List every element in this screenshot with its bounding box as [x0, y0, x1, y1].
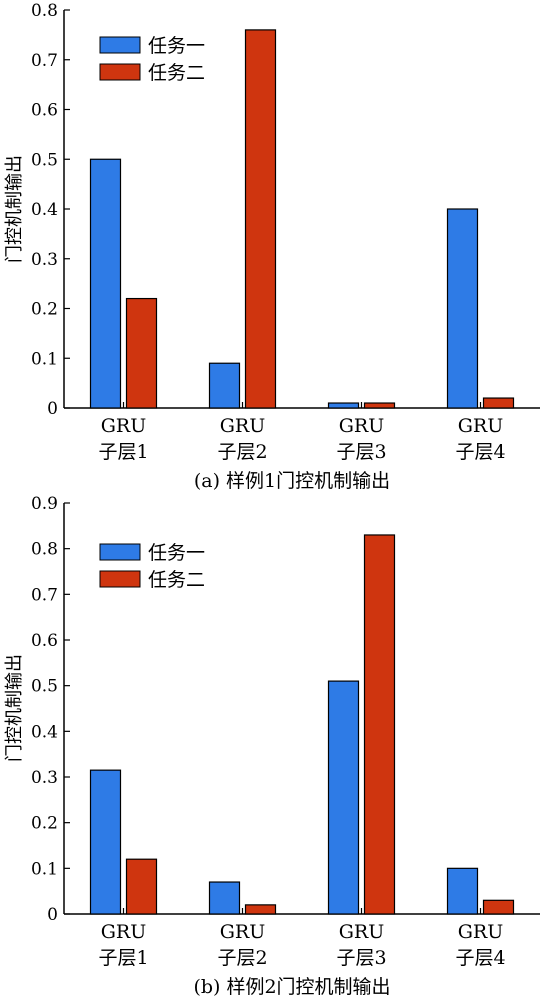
legend-swatch-task2: [99, 570, 141, 588]
x-category-label-line1: GRU: [458, 921, 504, 943]
bar-task1: [327, 680, 360, 915]
legend-label-task2: 任务二: [148, 62, 205, 84]
x-category-label-line1: GRU: [220, 921, 266, 943]
x-category-label-line2: 子层3: [336, 947, 386, 969]
y-axis-label: 门控机制输出: [4, 155, 25, 263]
bar-task2: [482, 397, 515, 409]
chart-panel-b: 0 0.1 0.2 0.3 0.4 0.5 0.6 0.7 0.8 0.9 门控机制输出 GRU 子层1…: [4, 494, 540, 998]
y-axis-label: 门控机制输出: [4, 654, 25, 762]
bar-task1: [446, 208, 479, 409]
legend-swatch-task1: [99, 543, 141, 561]
y-tick-label: 0.2: [31, 814, 58, 834]
bar-task1: [89, 158, 122, 409]
bar-task2: [482, 899, 515, 915]
bar-task2: [125, 297, 158, 409]
bar-task2: [363, 534, 396, 915]
x-category-label-line1: GRU: [101, 921, 147, 943]
x-category-label-line1: GRU: [339, 415, 385, 437]
x-category-label-line2: 子层4: [455, 441, 505, 463]
y-tick-label: 0: [47, 905, 58, 925]
chart-panel-a: 0 0.1 0.2 0.3 0.4 0.5 0.6 0.7 0.8 门控机制输出 GRU 子层1 GRU…: [4, 1, 540, 492]
bar-task2: [244, 29, 277, 409]
y-tick-label: 0.9: [31, 494, 58, 514]
bar-task1: [89, 769, 122, 915]
y-tick-label: 0.2: [31, 300, 58, 320]
figure-caption: (a) 样例1门控机制输出: [194, 470, 390, 492]
y-tick-label: 0.1: [31, 349, 58, 369]
legend-label-task2: 任务二: [148, 569, 205, 591]
y-tick-label: 0.8: [31, 540, 58, 560]
y-tick-label: 0.5: [31, 677, 58, 697]
y-tick-label: 0.6: [31, 631, 58, 651]
x-category-label-line2: 子层1: [98, 947, 148, 969]
x-category-label-line2: 子层4: [455, 947, 505, 969]
bar-task1: [327, 402, 360, 409]
bar-task2: [244, 904, 277, 915]
bar-task2: [125, 858, 158, 915]
x-category-label-line1: GRU: [220, 415, 266, 437]
x-category-label-line2: 子层1: [98, 441, 148, 463]
y-tick-label: 0.7: [31, 51, 58, 71]
y-tick-label: 0.7: [31, 585, 58, 605]
y-tick-label: 0.3: [31, 768, 58, 788]
bar-task2: [363, 402, 396, 409]
x-category-label-line1: GRU: [339, 921, 385, 943]
x-category-label-line1: GRU: [101, 415, 147, 437]
bar-task1: [208, 362, 241, 409]
y-tick-label: 0.8: [31, 1, 58, 21]
x-category-label-line2: 子层2: [217, 947, 267, 969]
figure-caption: (b) 样例2门控机制输出: [193, 976, 390, 998]
y-tick-label: 0: [47, 399, 58, 419]
legend-swatch-task1: [99, 36, 141, 54]
x-category-label-line2: 子层3: [336, 441, 386, 463]
legend-label-task1: 任务一: [148, 35, 205, 57]
y-tick-label: 0.1: [31, 859, 58, 879]
y-tick-label: 0.6: [31, 101, 58, 121]
y-tick-label: 0.4: [31, 200, 58, 220]
x-category-label-line2: 子层2: [217, 441, 267, 463]
legend-swatch-task2: [99, 63, 141, 81]
x-category-label-line1: GRU: [458, 415, 504, 437]
y-tick-label: 0.4: [31, 722, 58, 742]
y-tick-label: 0.5: [31, 150, 58, 170]
bar-task1: [446, 867, 479, 915]
bar-task1: [208, 881, 241, 915]
y-tick-label: 0.3: [31, 250, 58, 270]
legend-label-task1: 任务一: [148, 542, 205, 564]
